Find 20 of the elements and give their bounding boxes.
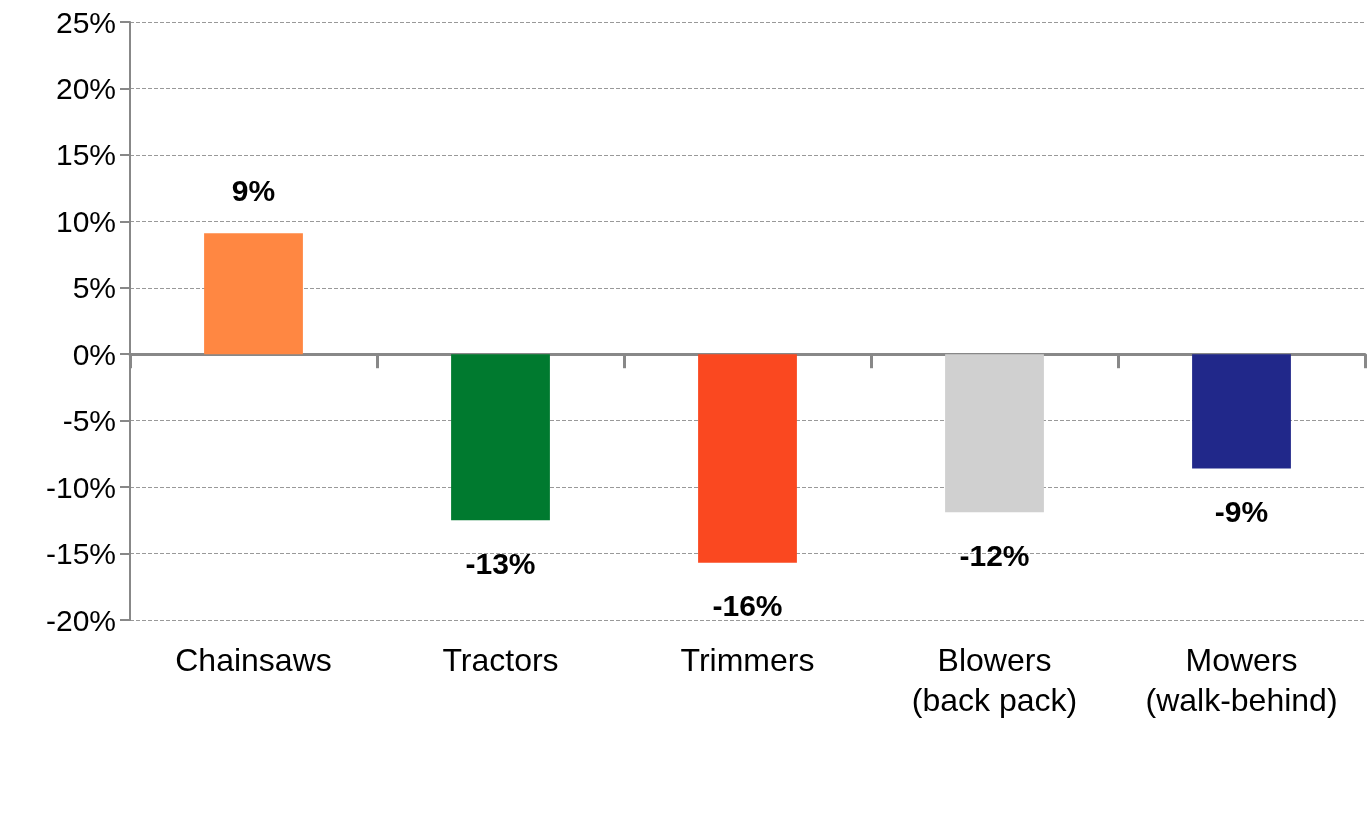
data-label: -12% xyxy=(959,538,1030,572)
y-tick-label: 5% xyxy=(72,271,116,305)
y-tick-label: -15% xyxy=(45,537,116,571)
y-tick-label: 0% xyxy=(72,337,116,371)
x-tick-label: Chainsaws xyxy=(175,642,332,678)
x-tick-label: Blowers (back pack) xyxy=(911,642,1078,718)
data-label: -9% xyxy=(1214,495,1269,529)
y-tick-label: 10% xyxy=(55,204,116,238)
data-label: -13% xyxy=(465,546,536,580)
x-tick-label: Mowers (walk-behind) xyxy=(1145,642,1338,718)
y-tick-label: 15% xyxy=(55,138,116,172)
y-tick-label: 25% xyxy=(55,5,116,39)
data-label: 9% xyxy=(231,173,276,207)
y-tick-label: 20% xyxy=(55,71,116,105)
x-tick-label: Trimmers xyxy=(680,642,815,678)
y-tick-label: -20% xyxy=(45,603,116,637)
y-tick-label: -5% xyxy=(62,404,116,438)
x-tick-label: Tractors xyxy=(442,642,559,678)
y-tick-label: -10% xyxy=(45,470,116,504)
data-label: -16% xyxy=(712,589,783,623)
